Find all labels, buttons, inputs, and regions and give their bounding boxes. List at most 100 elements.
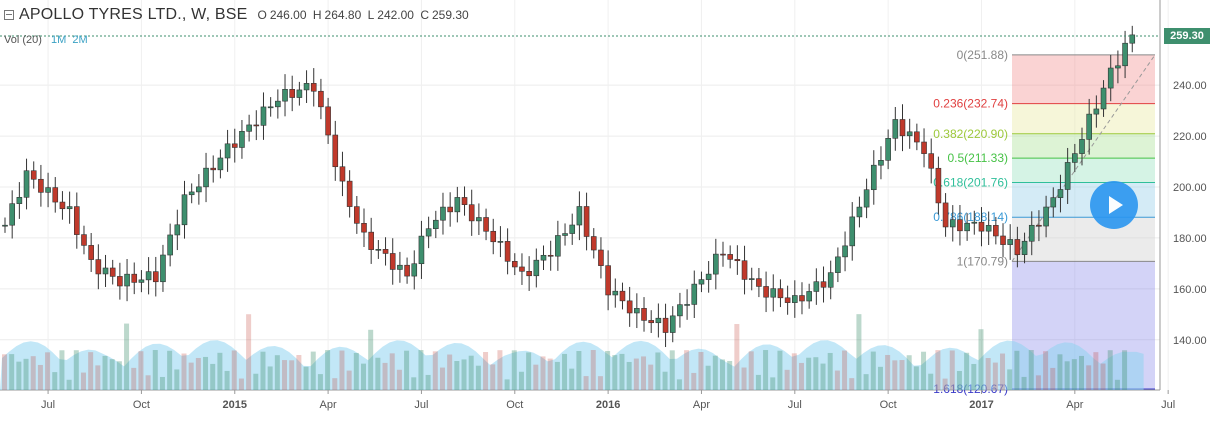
close-label: C <box>420 8 429 22</box>
fib-level-label: 0.236(232.74) <box>933 97 1008 111</box>
candle-body <box>1129 34 1136 44</box>
volume-bar <box>1107 350 1113 390</box>
volume-bar <box>174 369 180 390</box>
volume-bar <box>691 372 697 390</box>
fib-zone <box>1012 158 1155 183</box>
volume-bar <box>1000 353 1006 390</box>
volume-bar <box>45 352 51 390</box>
candle-body <box>117 276 123 287</box>
candle-body <box>325 106 331 136</box>
volume-bar <box>289 360 295 390</box>
volume-bar <box>396 369 402 390</box>
y-tick-label: 240.00 <box>1173 80 1207 92</box>
volume-label: Vol (20) <box>4 34 42 46</box>
candle-body <box>66 206 73 210</box>
candle-body <box>612 290 619 296</box>
candle-body <box>993 225 999 237</box>
fib-zone <box>1012 103 1155 134</box>
volume-bar <box>95 365 101 390</box>
candle-body <box>389 253 396 270</box>
volume-bar <box>303 366 309 390</box>
volume-bar <box>770 377 776 390</box>
volume-bar <box>928 373 934 390</box>
candle-body <box>1036 224 1042 227</box>
volume-bar <box>949 350 955 390</box>
candle-body <box>806 291 812 302</box>
volume-bar <box>583 376 589 390</box>
collapse-icon[interactable] <box>4 10 14 20</box>
volume-bar <box>899 360 905 390</box>
volume-bar <box>52 372 58 390</box>
candle-body <box>540 254 547 261</box>
candle-body <box>619 290 626 302</box>
volume-bar <box>547 358 553 390</box>
candle-body <box>468 204 475 222</box>
candle-body <box>138 279 145 283</box>
volume-bar <box>921 351 927 390</box>
volume-bar <box>834 370 840 390</box>
candle-body <box>547 254 554 257</box>
candle-body <box>727 254 733 260</box>
volume-bar <box>849 378 855 390</box>
volume-bar <box>1122 350 1128 390</box>
candle-body <box>641 308 647 321</box>
volume-indicator-legend: Vol (20) 1M 2M <box>4 34 88 46</box>
candle-body <box>303 83 310 91</box>
candle-body <box>684 304 690 306</box>
play-icon[interactable] <box>1090 181 1138 229</box>
volume-bar <box>605 350 611 390</box>
volume-bar <box>88 352 94 390</box>
volume-bar <box>626 361 632 390</box>
candle-body <box>935 167 942 204</box>
interval-2m[interactable]: 2M <box>72 34 88 46</box>
volume-bar <box>1086 365 1092 390</box>
y-tick-label: 180.00 <box>1173 233 1207 245</box>
candle-body <box>827 272 834 288</box>
volume-bar <box>648 364 654 390</box>
candle-body <box>224 143 231 159</box>
fib-zone <box>1012 54 1155 104</box>
interval-1m[interactable]: 1M <box>50 34 67 46</box>
volume-bar <box>597 376 603 390</box>
candle-body <box>1050 197 1057 208</box>
volume-bar <box>633 358 639 390</box>
x-tick-label: Apr <box>693 399 710 411</box>
candle-body <box>1107 67 1114 89</box>
candle-body <box>38 178 44 193</box>
volume-bar <box>798 362 804 390</box>
volume-bar <box>16 361 22 390</box>
volume-bar <box>468 355 474 390</box>
fib-level-label: 0(251.88) <box>957 48 1008 62</box>
volume-bar <box>669 350 675 390</box>
candle-body <box>899 119 906 137</box>
candle-body <box>275 100 281 108</box>
candle-body <box>892 119 899 139</box>
volume-bar <box>188 362 194 390</box>
candle-body <box>267 106 274 109</box>
candle-body <box>102 267 109 275</box>
volume-bar <box>439 367 445 390</box>
volume-bar <box>382 362 388 390</box>
high-value: 264.80 <box>324 8 362 22</box>
volume-bar <box>978 329 984 390</box>
candle-body <box>124 273 130 287</box>
volume-bar <box>641 356 647 390</box>
volume-bar <box>475 365 481 390</box>
candle-body <box>440 206 446 221</box>
volume-bar <box>361 363 366 390</box>
candle-body <box>346 180 353 207</box>
volume-bar <box>526 352 532 390</box>
candle-body <box>368 231 374 250</box>
candle-body <box>562 233 568 236</box>
candle-body <box>375 249 382 251</box>
volume-bar <box>676 379 682 390</box>
volume-bar <box>504 379 510 390</box>
volume-bar <box>806 357 812 390</box>
candle-body <box>1100 87 1107 110</box>
candle-body <box>634 308 640 314</box>
candle-body <box>95 259 102 275</box>
volume-bar <box>1100 363 1106 390</box>
volume-bar <box>748 351 754 390</box>
volume-bar <box>1050 367 1056 390</box>
